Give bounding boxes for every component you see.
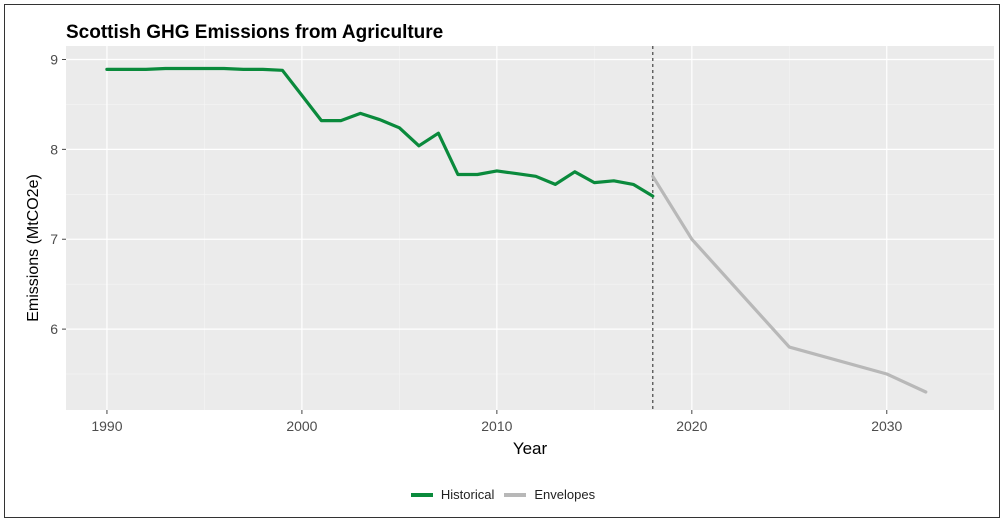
series-line-envelopes	[651, 174, 928, 394]
legend-label-historical: Historical	[440, 487, 495, 502]
y-tick-label: 9	[50, 51, 58, 67]
x-axis-ticks: 1990 2000 2010 2020 2030	[91, 410, 903, 434]
y-axis-ticks: 6 7 8 9	[50, 51, 66, 337]
legend: Historical Envelopes	[0, 487, 1006, 502]
legend-swatch-historical	[410, 492, 433, 497]
x-tick-label: 2020	[676, 418, 707, 434]
y-tick-label: 7	[50, 231, 58, 247]
x-tick-label: 2010	[481, 418, 512, 434]
x-tick-label: 2030	[871, 418, 902, 434]
legend-label-envelopes: Envelopes	[534, 487, 596, 502]
y-tick-label: 6	[50, 321, 58, 337]
y-tick-label: 8	[50, 141, 58, 157]
legend-swatch-envelopes	[504, 492, 527, 497]
grid-lines	[66, 46, 994, 410]
series-lines	[105, 66, 928, 394]
x-axis-label: Year	[513, 439, 548, 458]
series-line-historical	[105, 66, 655, 198]
legend-item-envelopes: Envelopes	[504, 487, 595, 502]
x-tick-label: 1990	[91, 418, 122, 434]
chart-title: Scottish GHG Emissions from Agriculture	[66, 22, 444, 43]
legend-item-historical: Historical	[410, 487, 495, 502]
y-axis-label: Emissions (MtCO2e)	[25, 174, 42, 322]
plot-panel	[66, 46, 994, 410]
x-tick-label: 2000	[286, 418, 317, 434]
